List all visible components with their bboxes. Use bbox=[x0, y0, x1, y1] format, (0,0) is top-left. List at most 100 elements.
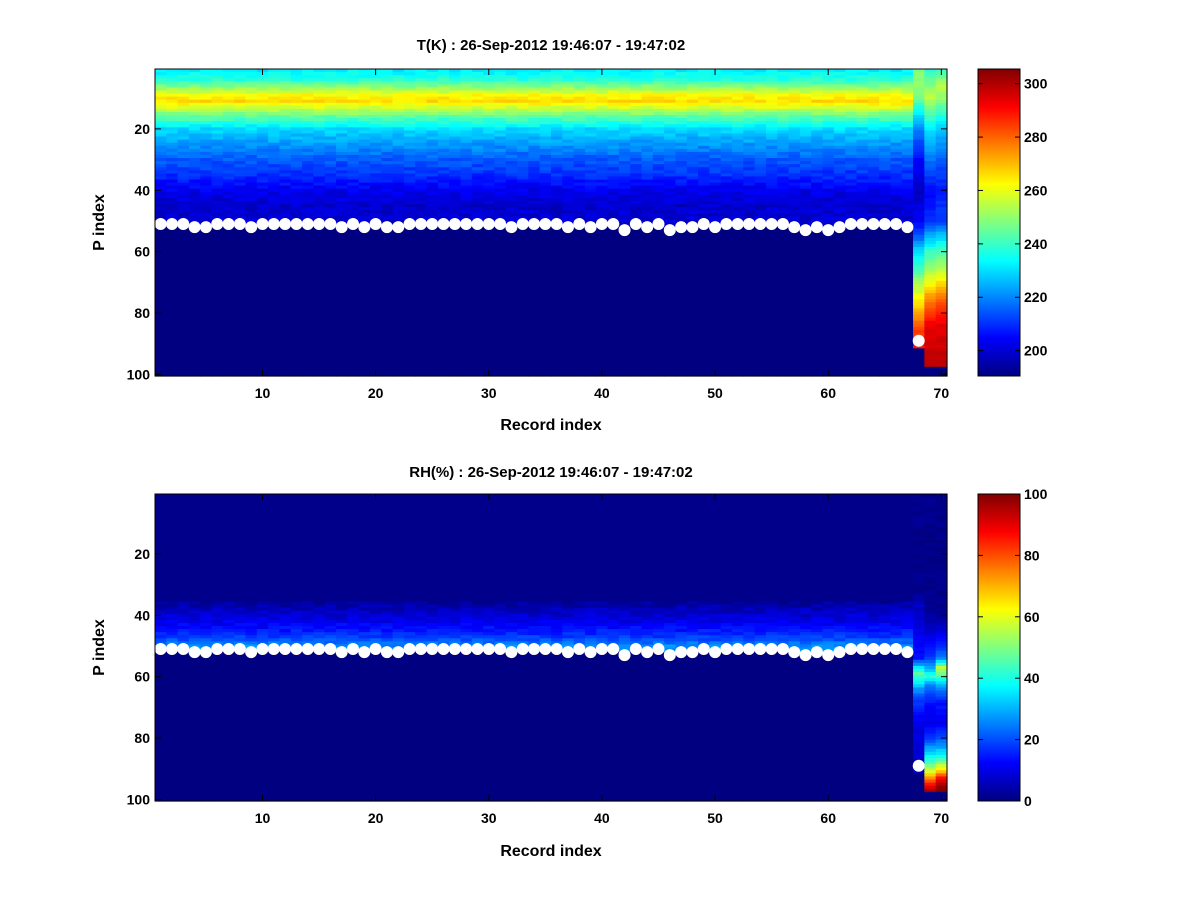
heatmap-cell bbox=[403, 197, 416, 202]
heatmap-cell bbox=[177, 136, 190, 141]
heatmap-cell bbox=[336, 268, 348, 273]
heatmap-cell bbox=[460, 93, 473, 98]
heatmap-cell bbox=[256, 204, 269, 208]
heatmap-cell bbox=[471, 87, 484, 92]
heatmap-cell bbox=[155, 148, 167, 153]
heatmap-cell bbox=[234, 78, 247, 82]
heatmap-cell bbox=[426, 247, 439, 251]
heatmap-cell bbox=[234, 145, 247, 150]
heatmap-cell bbox=[437, 154, 450, 159]
heatmap-cell bbox=[336, 372, 348, 377]
heatmap-cell bbox=[256, 127, 269, 131]
heatmap-cell bbox=[347, 228, 360, 233]
heatmap-cell bbox=[392, 161, 405, 165]
heatmap-cell bbox=[437, 363, 450, 368]
heatmap-cell bbox=[403, 207, 416, 211]
heatmap-cell bbox=[347, 268, 360, 273]
heatmap-cell bbox=[358, 158, 371, 162]
heatmap-cell bbox=[505, 293, 518, 297]
heatmap-cell bbox=[302, 256, 314, 260]
heatmap-cell bbox=[460, 345, 473, 349]
heatmap-cell bbox=[505, 308, 518, 313]
heatmap-cell bbox=[336, 253, 348, 257]
heatmap-cell bbox=[279, 191, 292, 196]
heatmap-cell bbox=[505, 216, 518, 221]
heatmap-cell bbox=[200, 366, 213, 371]
heatmap-cell bbox=[347, 105, 360, 110]
heatmap-cell bbox=[245, 154, 258, 159]
heatmap-cell bbox=[279, 96, 292, 101]
heatmap-cell bbox=[449, 173, 462, 178]
heatmap-cell bbox=[166, 256, 179, 260]
heatmap-cell bbox=[449, 271, 462, 276]
heatmap-cell bbox=[369, 237, 382, 242]
heatmap-cell bbox=[302, 173, 314, 178]
heatmap-cell bbox=[483, 158, 496, 162]
heatmap-cell bbox=[494, 274, 507, 279]
heatmap-cell bbox=[313, 148, 326, 153]
heatmap-cell bbox=[177, 72, 190, 76]
heatmap-cell bbox=[200, 314, 213, 319]
heatmap-cell bbox=[494, 308, 507, 313]
heatmap-cell bbox=[234, 329, 247, 334]
heatmap-cell bbox=[426, 329, 439, 334]
heatmap-cell bbox=[347, 363, 360, 368]
heatmap-cell bbox=[358, 357, 371, 362]
heatmap-cell bbox=[324, 136, 337, 141]
heatmap-cell bbox=[437, 372, 450, 377]
heatmap-cell bbox=[426, 240, 439, 245]
heatmap-cell bbox=[415, 351, 428, 356]
heatmap-cell bbox=[222, 176, 235, 181]
heatmap-cell bbox=[268, 256, 281, 260]
heatmap-cell bbox=[188, 360, 201, 365]
heatmap-cell bbox=[347, 277, 360, 282]
heatmap-cell bbox=[268, 372, 281, 377]
heatmap-cell bbox=[460, 173, 473, 178]
heatmap-cell bbox=[211, 105, 224, 110]
heatmap-cell bbox=[177, 299, 190, 303]
heatmap-cell bbox=[336, 277, 348, 282]
heatmap-cell bbox=[188, 348, 201, 353]
heatmap-cell bbox=[279, 115, 292, 119]
heatmap-cell bbox=[324, 243, 337, 248]
heatmap-cell bbox=[222, 262, 235, 267]
heatmap-cell bbox=[471, 326, 484, 331]
heatmap-cell bbox=[268, 329, 281, 334]
heatmap-cell bbox=[369, 191, 382, 196]
heatmap-cell bbox=[415, 191, 428, 196]
heatmap-cell bbox=[234, 148, 247, 153]
heatmap-cell bbox=[347, 293, 360, 297]
heatmap-cell bbox=[324, 170, 337, 174]
heatmap-cell bbox=[358, 240, 371, 245]
heatmap-cell bbox=[381, 176, 394, 181]
heatmap-cell bbox=[347, 170, 360, 174]
heatmap-cell bbox=[347, 154, 360, 159]
heatmap-cell bbox=[302, 234, 314, 239]
heatmap-cell bbox=[381, 342, 394, 346]
heatmap-cell bbox=[245, 320, 258, 325]
heatmap-cell bbox=[505, 136, 518, 141]
heatmap-cell bbox=[290, 296, 303, 300]
heatmap-cell bbox=[437, 265, 450, 270]
heatmap-cell bbox=[347, 329, 360, 334]
heatmap-cell bbox=[324, 148, 337, 153]
heatmap-cell bbox=[245, 105, 258, 110]
heatmap-cell bbox=[415, 142, 428, 147]
heatmap-cell bbox=[336, 363, 348, 368]
heatmap-cell bbox=[426, 111, 439, 116]
heatmap-cell bbox=[403, 293, 416, 297]
heatmap-cell bbox=[471, 339, 484, 343]
heatmap-cell bbox=[234, 115, 247, 119]
heatmap-cell bbox=[234, 69, 247, 73]
heatmap-cell bbox=[279, 136, 292, 141]
heatmap-cell bbox=[155, 268, 167, 273]
heatmap-cell bbox=[211, 145, 224, 150]
heatmap-cell bbox=[222, 366, 235, 371]
heatmap-cell bbox=[177, 314, 190, 319]
heatmap-cell bbox=[369, 293, 382, 297]
heatmap-cell bbox=[505, 167, 518, 171]
heatmap-cell bbox=[426, 234, 439, 239]
heatmap-cell bbox=[268, 127, 281, 131]
heatmap-cell bbox=[471, 207, 484, 211]
heatmap-cell bbox=[245, 256, 258, 260]
